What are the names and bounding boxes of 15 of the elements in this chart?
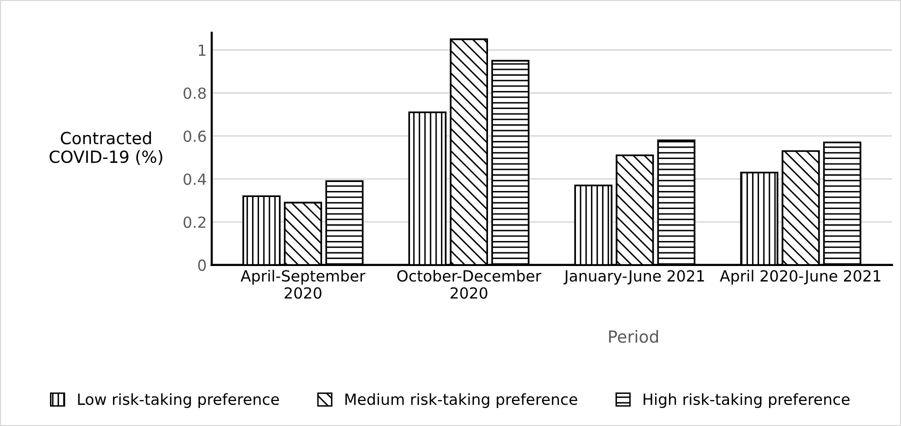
x-tick-label: April 2020-June 2021 <box>720 270 880 285</box>
x-tick-label: April-September 2020 <box>240 270 366 299</box>
y-tick-label: 0.8 <box>184 87 206 100</box>
y-tick-label: 0.4 <box>184 173 206 186</box>
x-tick-label: January-June 2021 <box>564 270 704 285</box>
x-tick-label: October-December 2020 <box>397 270 542 299</box>
y-tick-label: 0 <box>198 259 206 271</box>
legend-label: Medium risk-taking preference <box>345 393 578 408</box>
legend-label: High risk-taking preference <box>644 393 850 408</box>
y-tick-label: 0.6 <box>184 130 206 142</box>
legend-label: Low risk-taking preference <box>78 393 279 408</box>
x-axis-title: Period <box>609 330 658 343</box>
y-axis-title: Contracted COVID-19 (%) <box>50 131 162 166</box>
y-tick-label: 1 <box>198 44 206 56</box>
y-tick-label: 0.2 <box>184 216 206 228</box>
